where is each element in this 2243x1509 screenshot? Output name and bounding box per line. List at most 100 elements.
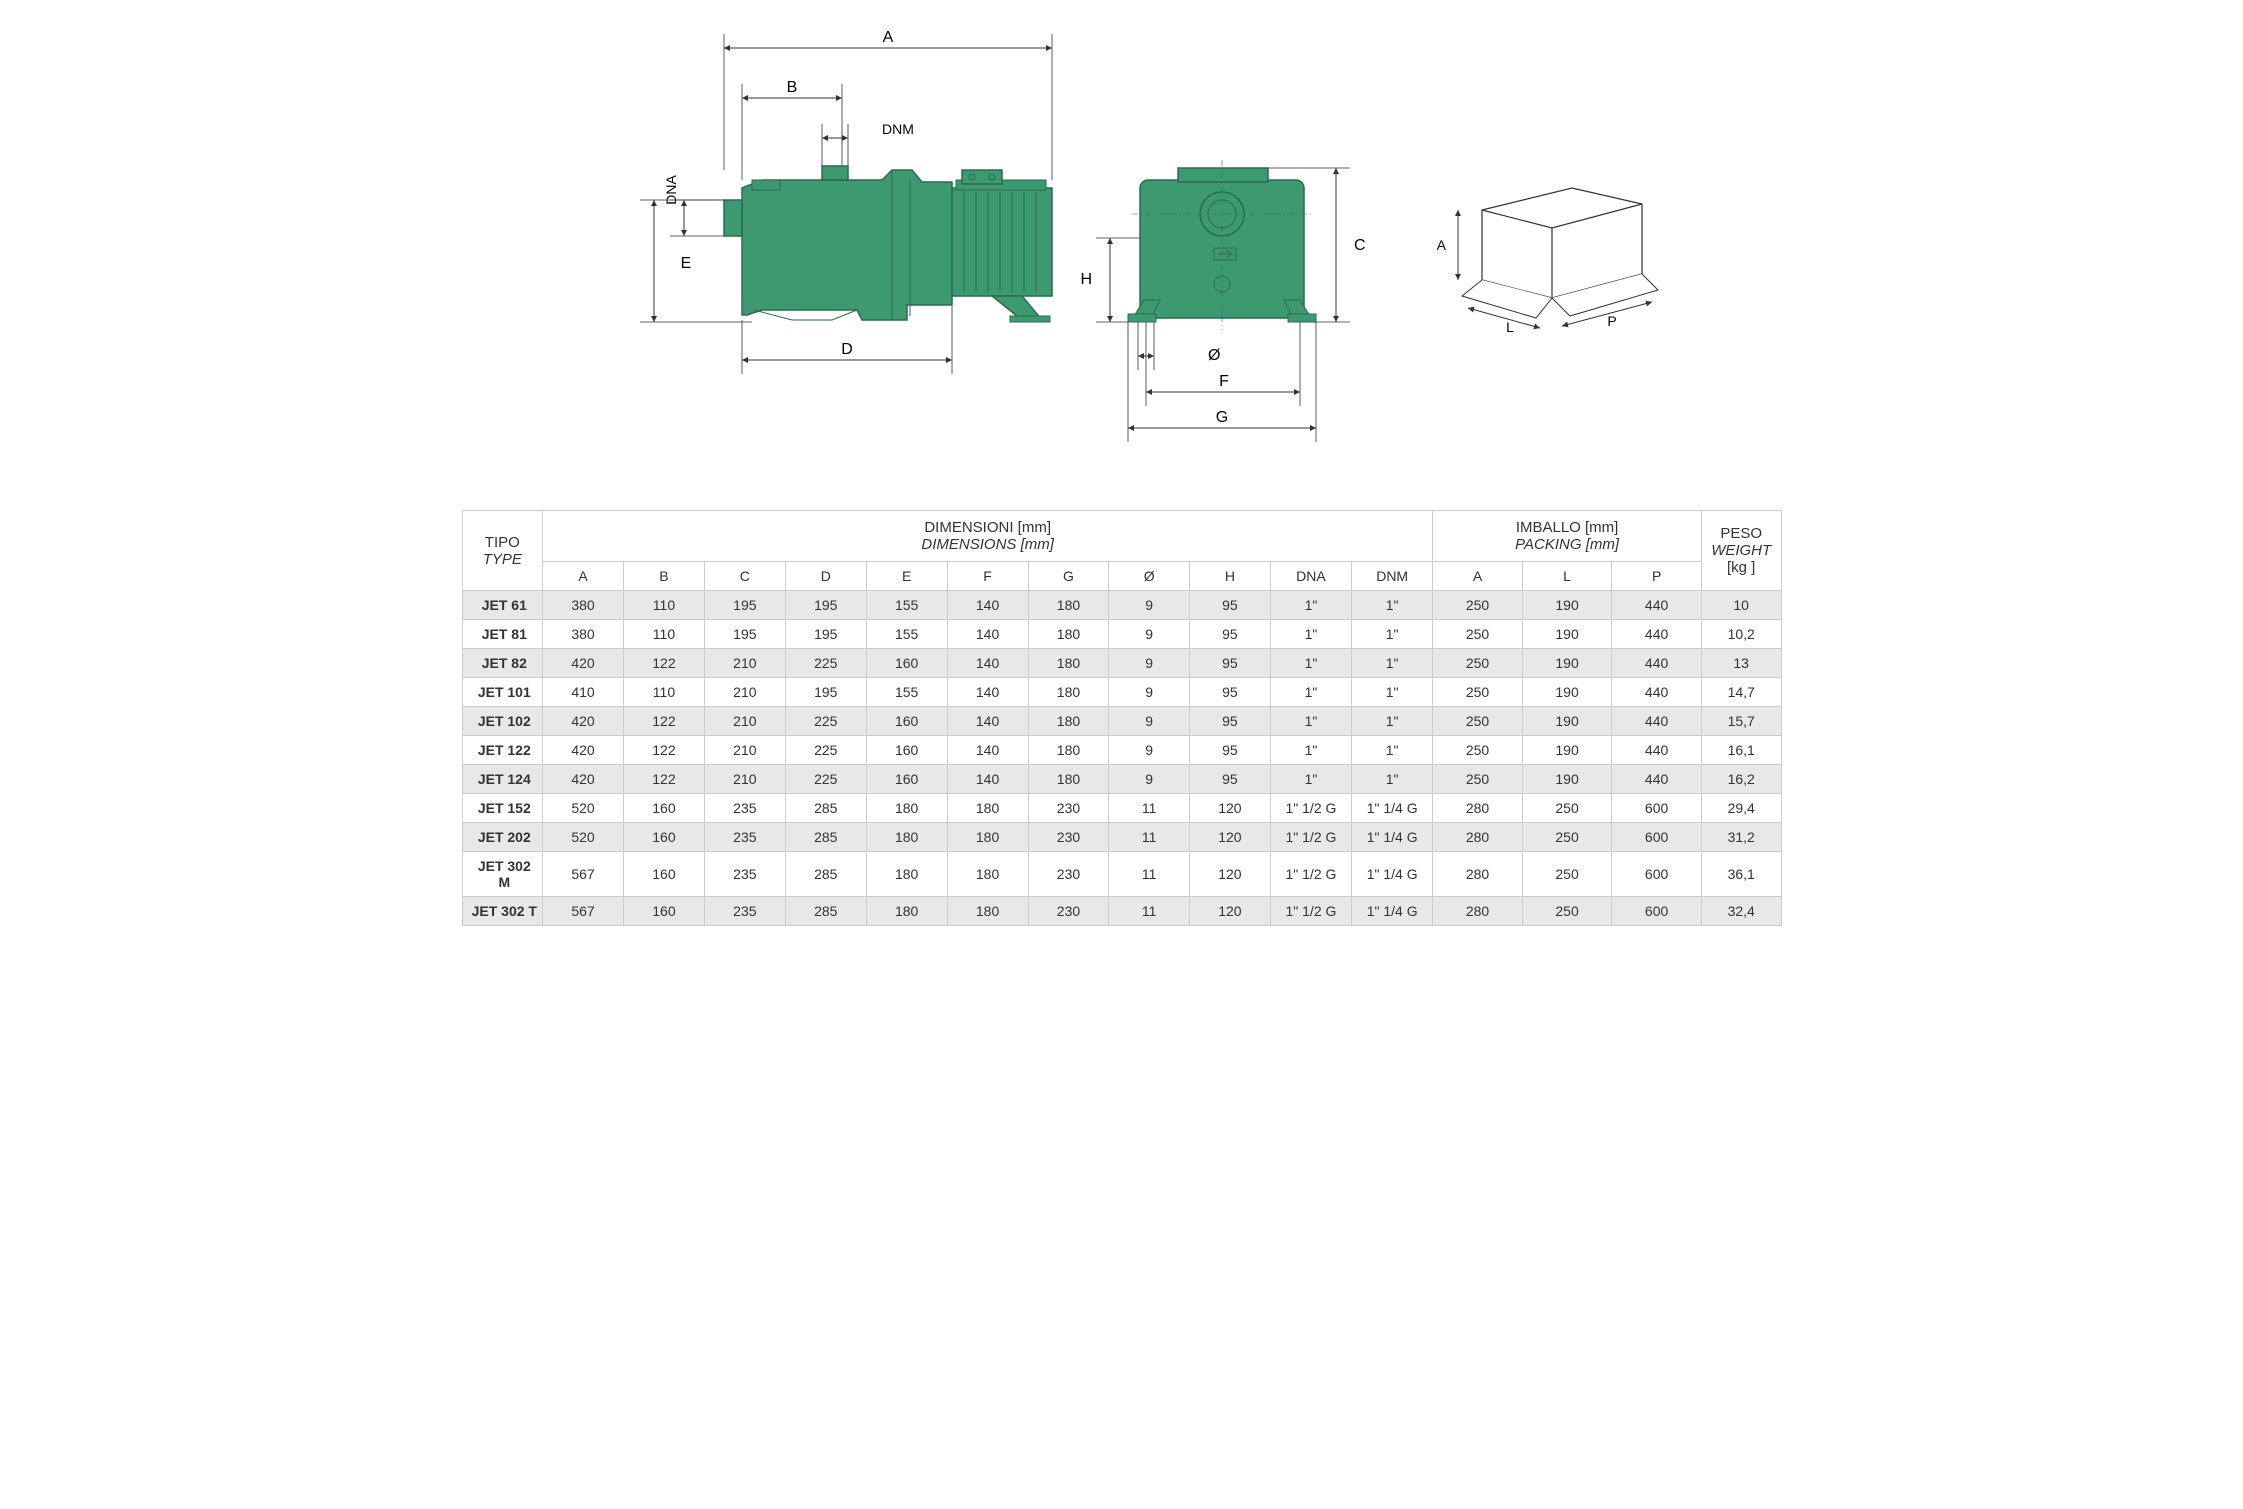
- front-view: C H Ø F G: [1080, 160, 1365, 442]
- header-tipo: TIPO TYPE: [462, 511, 543, 591]
- dim-cell: 122: [624, 707, 705, 736]
- dim-cell: 1": [1270, 707, 1351, 736]
- dim-cell: 420: [543, 649, 624, 678]
- dim-cell: 420: [543, 765, 624, 794]
- weight-cell: 29,4: [1701, 794, 1781, 823]
- pack-cell: 190: [1522, 765, 1612, 794]
- dim-cell: 210: [704, 736, 785, 765]
- dim-cell: 140: [947, 707, 1028, 736]
- pack-cell: 440: [1612, 678, 1702, 707]
- page-container: A B DNM DNA E: [462, 20, 1782, 926]
- dim-cell: 1": [1270, 620, 1351, 649]
- dim-cell: 180: [866, 897, 947, 926]
- pack-cell: 250: [1433, 736, 1523, 765]
- weight-cell: 31,2: [1701, 823, 1781, 852]
- dim-cell: 140: [947, 736, 1028, 765]
- weight-cell: 36,1: [1701, 852, 1781, 897]
- pack-cell: 190: [1522, 591, 1612, 620]
- dim-cell: 180: [947, 852, 1028, 897]
- pack-cell: 280: [1433, 897, 1523, 926]
- dim-label-c: C: [1354, 237, 1366, 254]
- weight-cell: 16,2: [1701, 765, 1781, 794]
- box-view: A L P: [1436, 188, 1657, 335]
- type-cell: JET 81: [462, 620, 543, 649]
- dim-cell: 1": [1270, 591, 1351, 620]
- pack-cell: 600: [1612, 852, 1702, 897]
- dim-cell: 9: [1109, 707, 1190, 736]
- pack-cell: 250: [1433, 649, 1523, 678]
- dim-cell: 1" 1/2 G: [1270, 897, 1351, 926]
- dim-cell: 180: [866, 794, 947, 823]
- dim-cell: 1" 1/2 G: [1270, 823, 1351, 852]
- table-row: JET 813801101951951551401809951"1"250190…: [462, 620, 1781, 649]
- pack-cell: 250: [1522, 897, 1612, 926]
- dim-cell: 1" 1/2 G: [1270, 794, 1351, 823]
- pack-cell: 440: [1612, 649, 1702, 678]
- dim-cell: 9: [1109, 620, 1190, 649]
- dim-cell: 1": [1270, 678, 1351, 707]
- dim-label-o: Ø: [1208, 347, 1220, 364]
- dim-cell: 225: [785, 707, 866, 736]
- weight-cell: 10,2: [1701, 620, 1781, 649]
- dim-cell: 1": [1270, 736, 1351, 765]
- dim-cell: 180: [947, 897, 1028, 926]
- dim-cell: 160: [624, 897, 705, 926]
- dim-cell: 420: [543, 707, 624, 736]
- dim-cell: 180: [1028, 765, 1109, 794]
- dim-cell: 180: [947, 794, 1028, 823]
- dim-cell: 235: [704, 823, 785, 852]
- dim-cell: 210: [704, 707, 785, 736]
- dim-cell: 180: [1028, 707, 1109, 736]
- pack-cell: 280: [1433, 852, 1523, 897]
- dim-label-f: F: [1219, 373, 1229, 390]
- pack-cell: 250: [1522, 852, 1612, 897]
- dim-cell: 410: [543, 678, 624, 707]
- table-row: JET 1014101102101951551401809951"1"25019…: [462, 678, 1781, 707]
- dim-label-box-l: L: [1506, 319, 1514, 335]
- pack-cell: 280: [1433, 823, 1523, 852]
- dim-cell: 9: [1109, 591, 1190, 620]
- dim-cell: 1": [1352, 707, 1433, 736]
- dimensions-table: TIPO TYPE DIMENSIONI [mm] DIMENSIONS [mm…: [462, 510, 1782, 926]
- dim-cell: 95: [1189, 765, 1270, 794]
- dim-cell: 1": [1352, 620, 1433, 649]
- dim-cell: 235: [704, 794, 785, 823]
- dim-cell: 160: [866, 736, 947, 765]
- dim-cell: 1" 1/2 G: [1270, 852, 1351, 897]
- type-cell: JET 202: [462, 823, 543, 852]
- dim-cell: 1": [1352, 649, 1433, 678]
- pack-cell: 250: [1522, 794, 1612, 823]
- dim-cell: 120: [1189, 794, 1270, 823]
- dim-cell: 230: [1028, 897, 1109, 926]
- pack-cell: 600: [1612, 897, 1702, 926]
- pack-cell: 440: [1612, 707, 1702, 736]
- dim-cell: 1": [1352, 765, 1433, 794]
- dim-cell: 195: [704, 591, 785, 620]
- header-dimensions: DIMENSIONI [mm] DIMENSIONS [mm]: [543, 511, 1433, 562]
- dim-cell: 11: [1109, 794, 1190, 823]
- weight-cell: 15,7: [1701, 707, 1781, 736]
- dim-cell: 1" 1/4 G: [1352, 897, 1433, 926]
- pack-cell: 250: [1522, 823, 1612, 852]
- type-cell: JET 101: [462, 678, 543, 707]
- dim-label-g: G: [1215, 409, 1227, 426]
- dim-cell: 380: [543, 591, 624, 620]
- table-row: JET 302 M567160235285180180230111201" 1/…: [462, 852, 1781, 897]
- weight-cell: 10: [1701, 591, 1781, 620]
- dim-cell: 95: [1189, 649, 1270, 678]
- type-cell: JET 124: [462, 765, 543, 794]
- dim-label-a: A: [882, 29, 893, 46]
- dim-label-e: E: [680, 255, 691, 272]
- dim-cell: 180: [947, 823, 1028, 852]
- dim-label-dnm: DNM: [882, 121, 914, 137]
- dim-cell: 1" 1/4 G: [1352, 823, 1433, 852]
- dim-cell: 110: [624, 591, 705, 620]
- weight-cell: 16,1: [1701, 736, 1781, 765]
- dim-cell: 140: [947, 649, 1028, 678]
- dim-cell: 11: [1109, 897, 1190, 926]
- dim-cell: 520: [543, 823, 624, 852]
- type-cell: JET 302 T: [462, 897, 543, 926]
- dim-cell: 225: [785, 649, 866, 678]
- dim-cell: 285: [785, 852, 866, 897]
- header-weight: PESO WEIGHT [kg ]: [1701, 511, 1781, 591]
